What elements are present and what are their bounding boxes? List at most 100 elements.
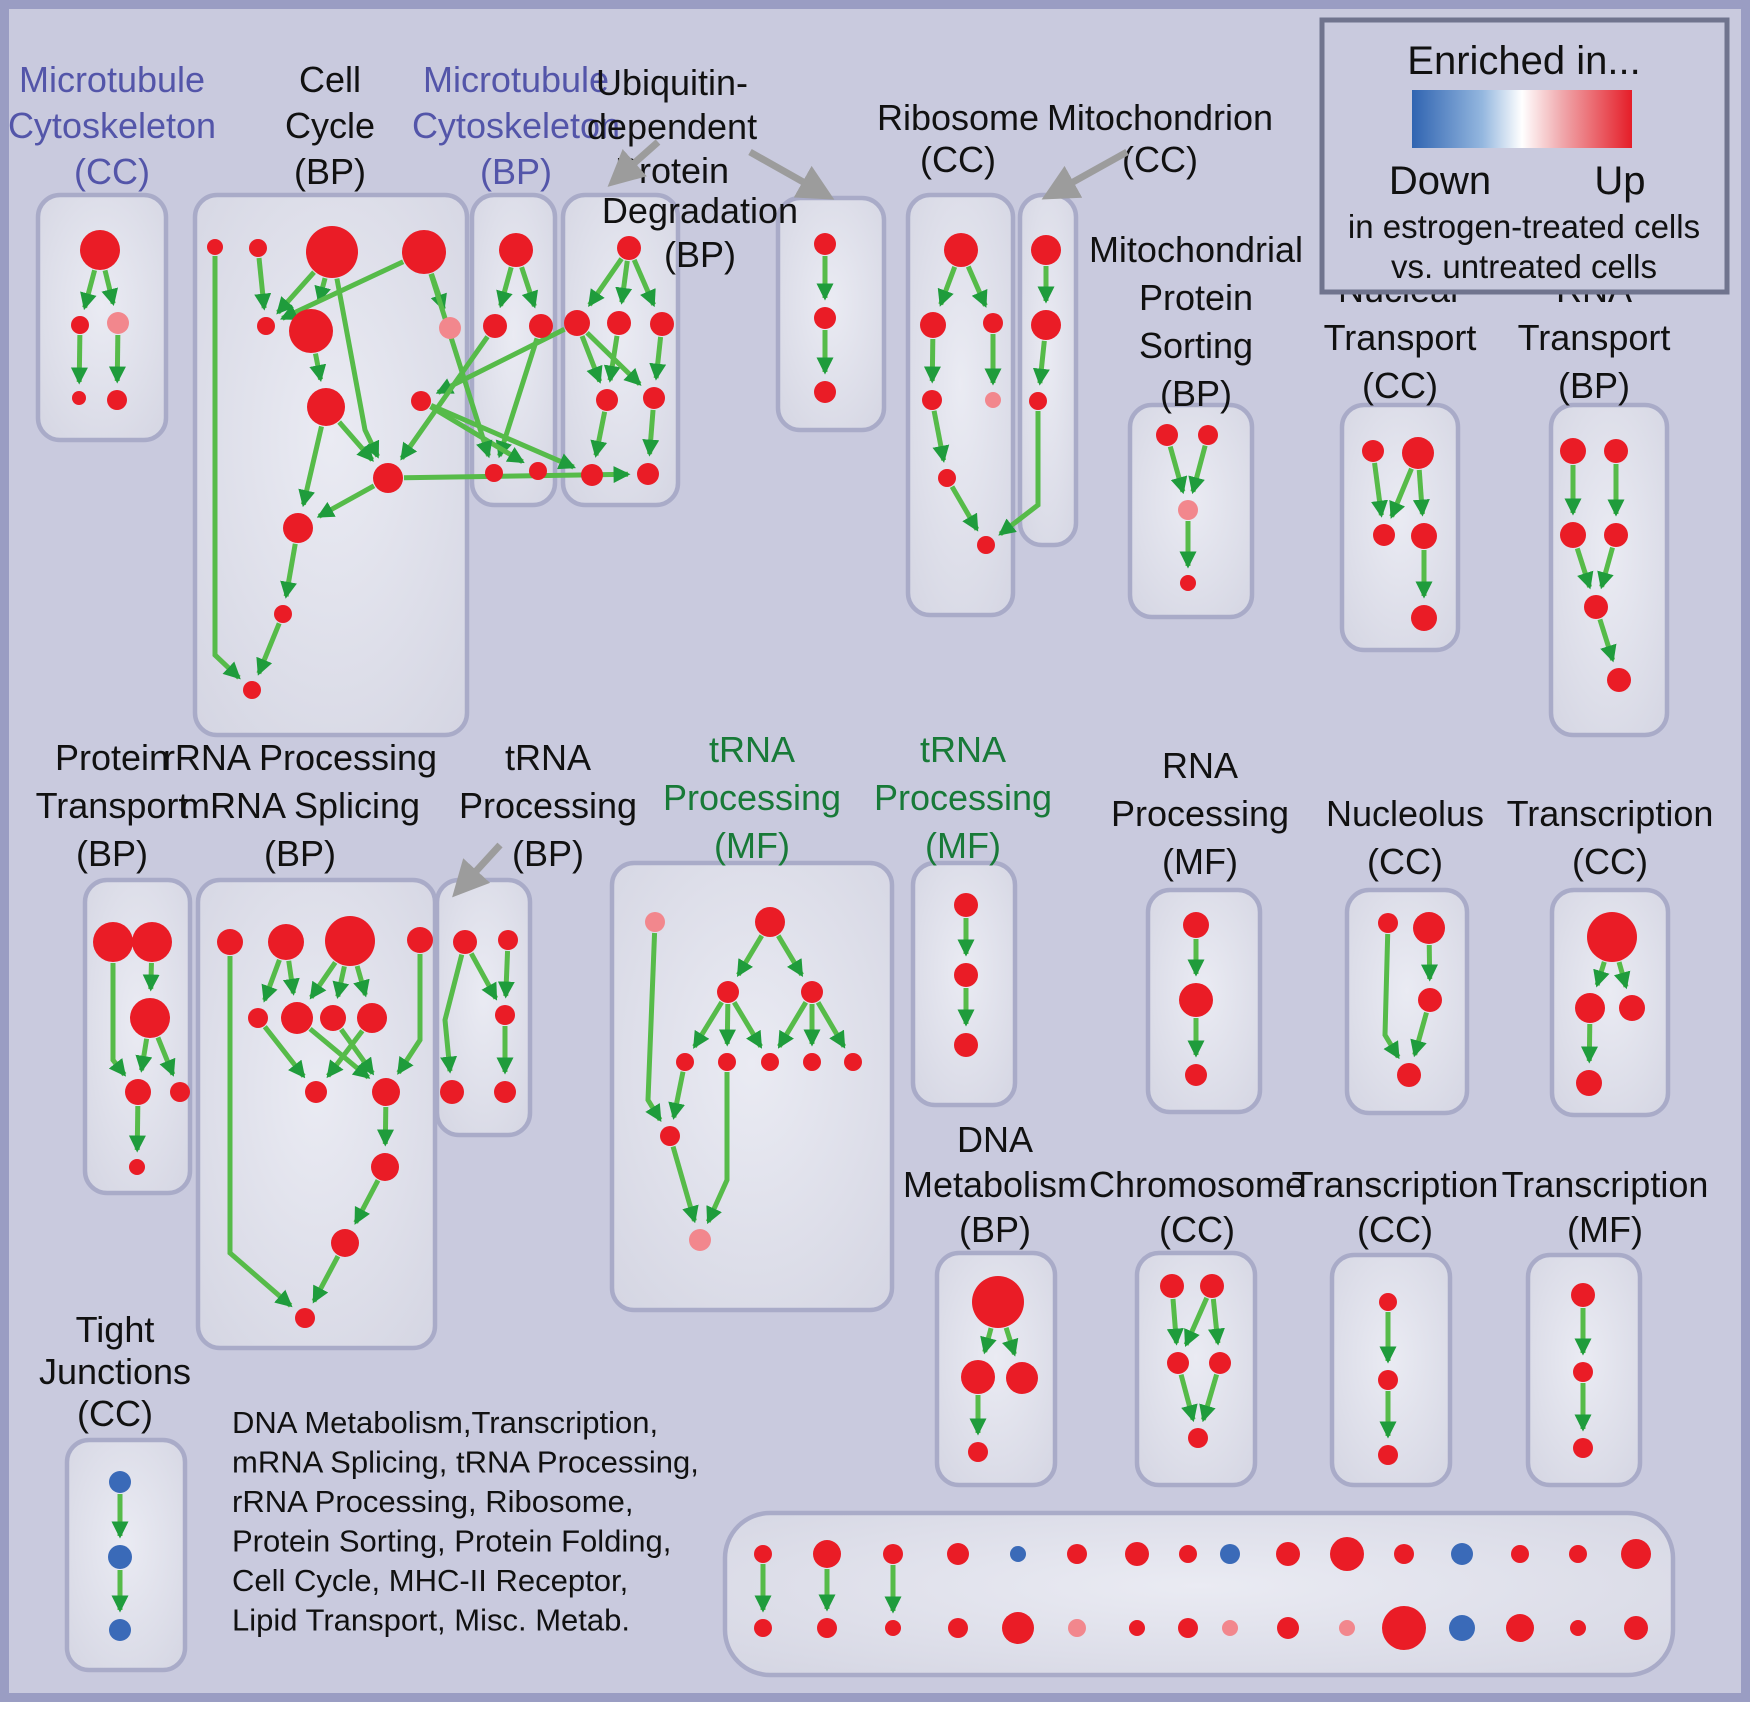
go-term-node-mixed-bottom-11	[1339, 1620, 1355, 1636]
go-term-node-mixed-bottom-7	[1129, 1620, 1145, 1636]
go-term-node-nucleolus-o1	[1378, 913, 1398, 933]
go-term-node-dnamet-d2	[961, 1360, 995, 1394]
edge-rrna-G1-J3	[227, 956, 293, 1308]
cluster-box-mixed-terms	[722, 1510, 1676, 1678]
edge-pt-A1-A4	[108, 963, 127, 1077]
go-term-node-rnatrans-T2	[1604, 439, 1628, 463]
go-term-node-trnamf_big-v1	[755, 907, 785, 937]
go-term-node-ubiqA-u3	[607, 311, 631, 335]
go-term-node-mtcc-bp	[107, 312, 129, 334]
go-term-node-mixed-bottom-5	[1002, 1612, 1034, 1644]
go-term-node-mito-M1	[1031, 235, 1061, 265]
go-term-node-mtbp-m4	[485, 464, 503, 482]
go-term-node-trnamf_big-w2	[718, 1053, 736, 1071]
go-term-node-cc-n4	[402, 230, 446, 274]
edge-dnamet-d1-d3	[1002, 1326, 1019, 1357]
go-term-node-mtcc-d	[107, 390, 127, 410]
edge-cc-n10-n11	[316, 483, 376, 519]
edge-trnamf_big-v3-w3	[777, 1001, 808, 1049]
go-term-node-trnamf_big-v2	[717, 981, 739, 1003]
edge-trnamf_big-v2-w1	[692, 1000, 724, 1049]
go-term-node-ribosome-r5	[938, 469, 956, 487]
edge-nuctrans-N1-N3	[1371, 462, 1388, 518]
go-term-node-ubiqA-u5	[596, 389, 618, 411]
go-term-node-trnamf_big-w5	[844, 1053, 862, 1071]
edge-rrna-G3-H3	[332, 965, 350, 1000]
labels-layer: Microtubule Cytoskeleton (CC) Cell Cycle (BP)…	[8, 59, 1713, 1638]
cluster-box-nuctrans	[1339, 402, 1461, 653]
edge-ubiqA-u2-u6	[585, 330, 642, 386]
go-term-node-ribosome-r3	[983, 313, 1003, 333]
cluster-label-rrna: rRNA Processing mRNA Splicing (BP)	[163, 737, 437, 874]
go-term-node-rrna-G3	[325, 916, 375, 966]
go-term-node-mixed-top-3	[883, 1544, 903, 1564]
go-term-node-mixed-bottom-16	[1624, 1616, 1648, 1640]
go-term-node-rnatrans-T1	[1560, 438, 1586, 464]
go-term-node-cc-n6	[289, 309, 333, 353]
edge-cc-n4-n5	[279, 259, 405, 321]
go-term-node-rnatrans-T6	[1607, 668, 1631, 692]
go-term-node-ribosome-rp	[985, 392, 1001, 408]
edges-layer	[70, 256, 1631, 1614]
edge-rrna-G3-H4	[353, 965, 370, 998]
edge-trnamf_big-v2-w2	[718, 1003, 736, 1047]
edge-trnamf_big-v1-v2	[736, 934, 764, 978]
go-term-node-tj-j1	[109, 1471, 131, 1493]
go-term-node-mixed-bottom-9	[1222, 1620, 1238, 1636]
go-term-node-mito-M3	[1029, 392, 1047, 410]
cluster-box-rnatrans	[1548, 402, 1670, 738]
go-term-node-mps-p2	[1198, 425, 1218, 445]
go-term-node-trnamf_big-xp	[689, 1229, 711, 1251]
go-term-node-rrna-J2	[331, 1229, 359, 1257]
go-term-node-mixed-bottom-8	[1178, 1618, 1198, 1638]
edge-rrna-H1-I1	[262, 1025, 306, 1079]
go-term-node-mtbp-m5	[529, 462, 547, 480]
edge-cc-n3-n6	[314, 277, 331, 304]
go-term-node-nuctrans-N4	[1411, 523, 1437, 549]
go-term-node-cc-n1	[207, 239, 223, 255]
go-term-node-mixed-top-13	[1451, 1543, 1473, 1565]
go-term-node-dnamet-d3	[1006, 1362, 1038, 1394]
go-term-node-chromosome-k2	[1200, 1274, 1224, 1298]
go-term-node-mixed-top-1	[754, 1545, 772, 1563]
go-term-node-chromosome-k4	[1209, 1352, 1231, 1374]
go-term-node-nucleolus-o2	[1413, 912, 1445, 944]
go-term-node-mixed-top-6	[1067, 1544, 1087, 1564]
cross-edge-cc.n4-mtbp.m4	[428, 273, 493, 459]
cluster-label-pt: Protein Transport (BP)	[36, 737, 189, 874]
edge-chromosome-k1-k3	[1166, 1298, 1184, 1346]
go-term-node-ubiqB-b2	[814, 307, 836, 329]
go-term-node-ribosome-r6	[977, 536, 995, 554]
cluster-label-dnamet: DNA Metabolism (BP)	[903, 1119, 1087, 1250]
annotation-text-block: DNA Metabolism,Transcription, mRNA Splici…	[232, 1405, 699, 1638]
edge-ribosome-r5-r6	[949, 485, 980, 532]
edge-trnamf_big-x1-xp	[670, 1145, 699, 1224]
edge-cc-n2-n5	[254, 257, 272, 311]
go-term-node-trnamf_big-v3	[801, 981, 823, 1003]
edge-rrna-G2-H1	[261, 958, 282, 1003]
go-term-node-mixed-top-11	[1330, 1537, 1364, 1571]
go-term-node-trnamf_big-w4	[803, 1053, 821, 1071]
pointer-arrow-mitochondrion	[1041, 148, 1129, 200]
go-term-node-mixed-bottom-12	[1382, 1606, 1426, 1650]
edge-rnatrans-T4-T5	[1597, 546, 1615, 590]
legend-subtitle-2: vs. untreated cells	[1391, 248, 1657, 285]
cluster-box-dnamet	[934, 1250, 1058, 1488]
edge-ubiqA-u1-u2	[587, 257, 624, 308]
edge-cc-n1-n13	[212, 256, 241, 680]
edge-trnabp-q1-q4	[440, 953, 465, 1074]
go-term-node-pt-A3	[130, 998, 170, 1038]
edge-trnamf_big-v2-w3	[732, 1001, 763, 1049]
edge-pt-A2-A3	[142, 962, 160, 992]
edge-pt-A4-A6	[128, 1105, 146, 1153]
go-term-node-trnamf_small-s2	[954, 963, 978, 987]
pointer-arrow-ubiq-right	[748, 148, 835, 200]
cluster-label-tcc3: Transcription (CC)	[1292, 1164, 1499, 1250]
go-term-node-mixed-top-2	[813, 1540, 841, 1568]
edge-trnamf_big-w1-x1	[668, 1071, 686, 1120]
go-term-node-rrna-H3	[320, 1005, 346, 1031]
go-term-node-ubiqB-b1	[814, 233, 836, 255]
